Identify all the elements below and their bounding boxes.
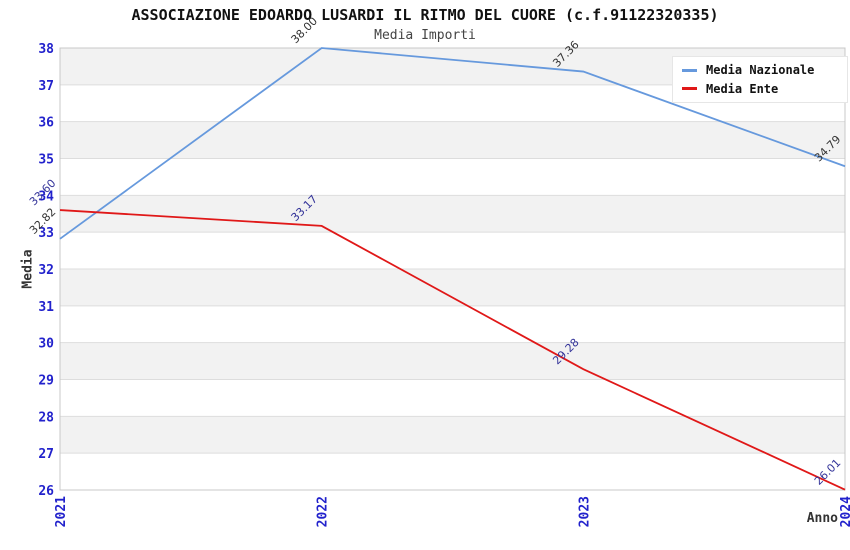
legend-label-media-nazionale: Media Nazionale [706,63,815,78]
legend: Media Nazionale Media Ente [672,56,848,103]
y-tick-label: 26 [38,484,54,499]
x-tick-label: 2023 [577,496,592,527]
y-tick-label: 37 [38,79,54,94]
x-tick-label: 2024 [839,496,850,527]
y-tick-label: 32 [38,263,54,278]
y-tick-label: 30 [38,337,54,352]
y-tick-label: 28 [38,410,54,425]
legend-item-media-nazionale: Media Nazionale [673,63,847,77]
point-label-media-nazionale: 38.00 [289,15,320,46]
chart-title: ASSOCIAZIONE EDOARDO LUSARDI IL RITMO DE… [131,6,719,24]
plot-band [60,195,845,233]
plot-band [60,342,845,380]
plot-border [59,47,846,491]
plot-band [60,379,845,417]
y-tick-label: 38 [38,42,54,57]
plot-band [60,305,845,343]
series-line-media-nazionale [59,47,846,240]
plot-band [60,158,845,196]
y-axis-title: Media [20,249,36,289]
chart-subtitle: Media Importi [374,28,476,43]
y-tick-label: 33 [38,226,54,241]
legend-item-media-ente: Media Ente [673,82,847,96]
plot-band [60,416,845,454]
y-tick-label: 36 [38,116,54,131]
y-tick-label: 34 [38,189,54,204]
plot-band [60,453,845,490]
plot-band [60,232,845,269]
y-tick-label: 29 [38,374,54,389]
x-axis-title: Anno [806,511,838,526]
plot-band [60,121,845,159]
media-nazionale-line-swatch [682,68,697,72]
x-tick-label: 2022 [316,496,331,527]
series-line-media-ente [59,209,846,491]
media-ente-line-swatch [682,87,697,91]
plot-band [60,269,845,306]
y-tick-label: 31 [38,300,54,315]
y-tick-label: 35 [38,153,54,168]
x-tick-label: 2021 [54,496,69,527]
legend-label-media-ente: Media Ente [706,81,779,96]
y-tick-label: 27 [38,447,54,462]
